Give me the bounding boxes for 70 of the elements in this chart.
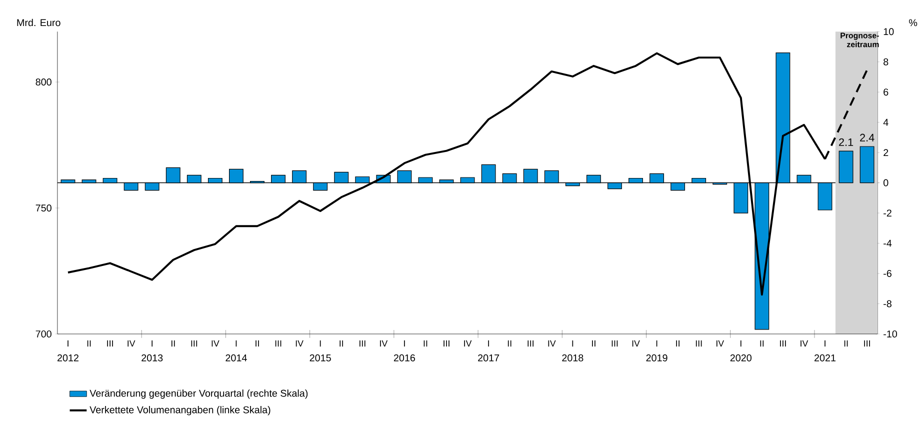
text: III <box>360 340 366 347</box>
text: I <box>320 340 321 347</box>
x-tick-label: 2020 <box>730 354 752 362</box>
text: IV <box>464 340 472 347</box>
text: II <box>340 340 344 347</box>
y2-tick-label: 10 <box>884 28 894 36</box>
x-tick-label: 2016 <box>394 354 415 362</box>
text: IV <box>632 340 640 347</box>
y2-axis-title: % <box>909 19 918 26</box>
text: III <box>612 340 618 347</box>
text: III <box>444 340 450 347</box>
y-axis-title: Mrd. Euro <box>17 18 60 26</box>
text: I <box>404 340 405 347</box>
text: IV <box>548 340 556 347</box>
text: II <box>508 340 512 347</box>
text: II <box>424 340 428 347</box>
y-tick-label: 800 <box>36 78 52 86</box>
legend-label: Veränderung gegenüber Vorquartal (rechte Skala) <box>90 390 308 399</box>
y-tick-label: 700 <box>36 330 52 338</box>
text: I <box>740 340 742 347</box>
y-tick-label: 750 <box>36 204 52 212</box>
text: I <box>656 340 658 347</box>
x-tick-label: 2018 <box>562 354 584 362</box>
text: III <box>528 340 534 347</box>
y2-tick-label: 4 <box>883 118 888 126</box>
y2-tick-label: 8 <box>884 58 888 66</box>
text: II <box>676 340 680 347</box>
x-tick-label: 2014 <box>226 354 247 362</box>
x-tick-label: 2015 <box>310 354 331 362</box>
bar <box>860 146 874 184</box>
text: III <box>780 340 786 347</box>
text: IV <box>212 340 220 347</box>
text: III <box>191 340 198 347</box>
text: III <box>275 340 282 347</box>
text: II <box>760 340 764 347</box>
y2-tick-label: -8 <box>884 300 892 308</box>
text: III <box>696 340 702 347</box>
text: I <box>152 340 153 347</box>
text: II <box>87 340 91 347</box>
y2-tick-label: 2 <box>884 149 888 156</box>
text: IV <box>296 340 304 347</box>
text: II <box>256 340 259 347</box>
text: III <box>864 340 870 347</box>
text: II <box>171 340 175 347</box>
y2-tick-label: -10 <box>884 330 898 338</box>
legend-label: Verkettete Volumenangaben (linke Skala) <box>90 406 270 416</box>
y2-tick-label: -4 <box>884 240 892 247</box>
y2-tick-label: 6 <box>884 88 888 96</box>
text: III <box>107 340 113 347</box>
x-tick-label: 2012 <box>57 354 78 362</box>
text: I <box>824 340 826 347</box>
bar <box>838 150 854 184</box>
x-tick-label: 2017 <box>478 354 500 362</box>
y2-tick-label: -2 <box>884 210 892 217</box>
text: I <box>236 340 237 347</box>
text: IV <box>128 340 136 347</box>
x-tick-label: 2013 <box>142 354 163 362</box>
y2-tick-label: -6 <box>884 270 892 278</box>
text: II <box>592 340 596 347</box>
data-label: 2.1 <box>839 138 854 146</box>
text: IV <box>800 340 808 347</box>
text: IV <box>380 340 388 347</box>
y2-tick-label: 0 <box>884 179 888 186</box>
x-tick-label: 2021 <box>814 354 836 362</box>
text: IV <box>716 340 724 347</box>
text: II <box>844 340 848 347</box>
text: I <box>572 340 574 347</box>
text: I <box>488 340 489 347</box>
data-label: 2.4 <box>860 134 874 142</box>
x-tick-label: 2019 <box>646 354 668 362</box>
